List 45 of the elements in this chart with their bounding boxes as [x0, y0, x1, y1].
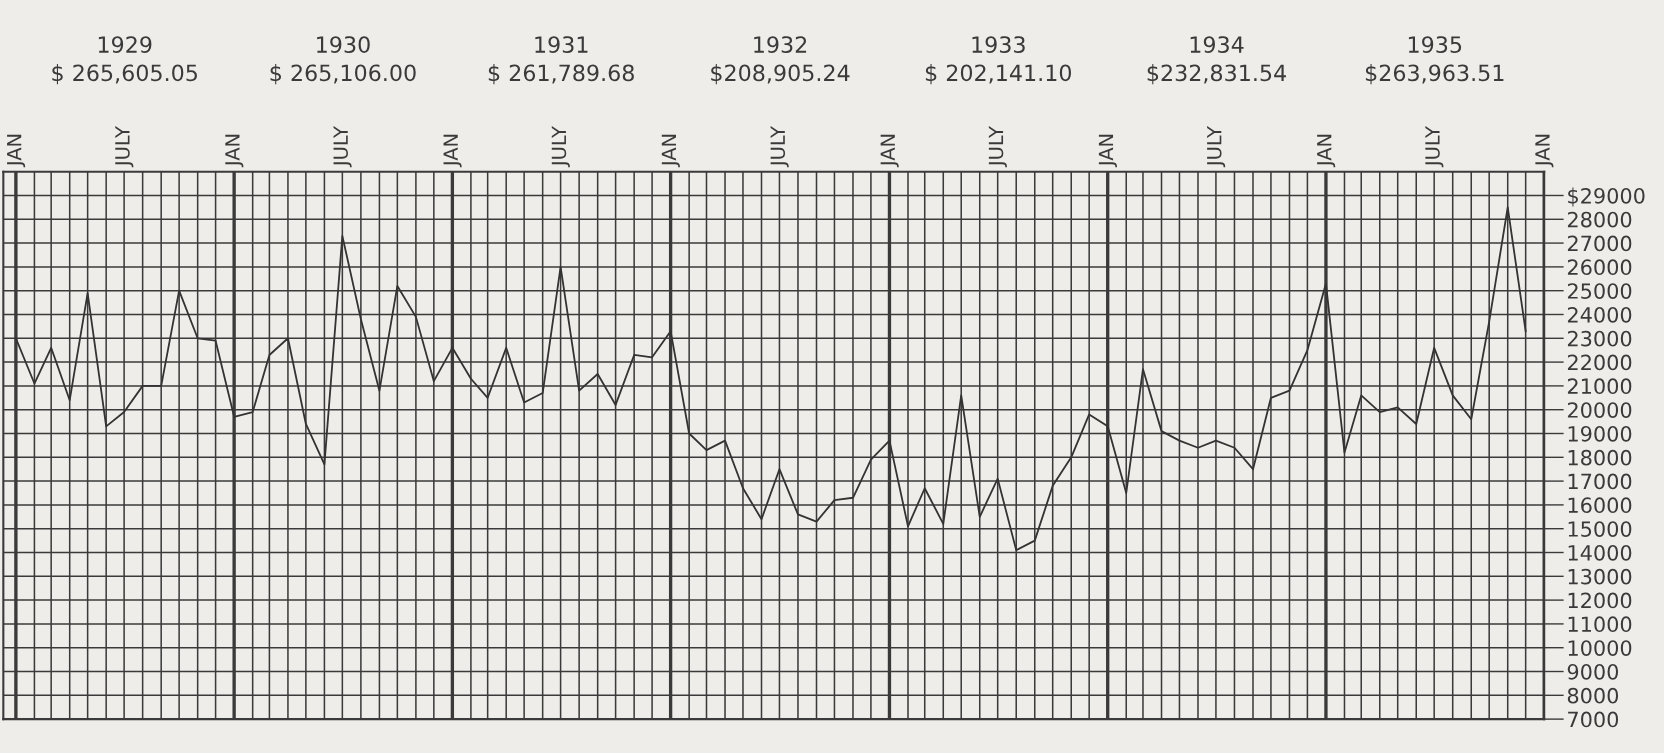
- x2-tick-label: 1933 $ 202,141.10: [925, 36, 1072, 85]
- y-tick-label: 15000: [1568, 521, 1632, 537]
- y-tick-label: 8000: [1567, 687, 1619, 704]
- y-tick-label: 26000: [1567, 259, 1632, 276]
- y-tick-label: 16000: [1568, 497, 1632, 514]
- y-tick-label: 25000: [1567, 283, 1632, 299]
- x-tick-label: JULY: [770, 125, 789, 168]
- x-tick-label: JAN: [1317, 134, 1336, 168]
- x-tick-label: JULY: [551, 125, 570, 168]
- y-tick-label: 14000: [1568, 544, 1632, 561]
- y-tick-label: 23000: [1567, 330, 1632, 347]
- x2-tick-label: 1929 $ 265,605.05: [52, 36, 197, 85]
- x-tick-label: JAN: [661, 134, 680, 168]
- x-tick-label: JULY: [1425, 125, 1444, 168]
- y-tick-label: 13000: [1568, 568, 1632, 585]
- x-tick-label: JAN: [1098, 134, 1117, 168]
- x-tick-label: JAN: [1535, 134, 1554, 168]
- y-tick-label: 21000: [1567, 378, 1632, 395]
- y-tick-label: 19000: [1568, 425, 1632, 442]
- x-tick-label: JULY: [333, 125, 352, 168]
- x-tick-label: JULY: [115, 125, 134, 168]
- x2-tick-label: 1934 $232,831.54: [1147, 36, 1286, 85]
- x-tick-label: JAN: [7, 134, 26, 168]
- x-tick-label: JAN: [443, 134, 462, 168]
- y-tick-label: 12000: [1568, 592, 1632, 609]
- y-tick-label: 17000: [1568, 473, 1632, 490]
- y-tick-label: 10000: [1568, 640, 1632, 656]
- y-tick-label: 22000: [1567, 354, 1632, 371]
- y-tick-label: 24000: [1567, 306, 1632, 323]
- y-tick-label: 27000: [1567, 235, 1632, 252]
- y-tick-label: 7000: [1568, 711, 1619, 728]
- y-tick-label: 11000: [1568, 616, 1632, 633]
- y-tick-label: 9000: [1567, 663, 1619, 680]
- x-tick-label: JAN: [880, 134, 899, 168]
- x-tick-label: JULY: [988, 125, 1007, 168]
- x2-tick-label: 1935 $263,963.51: [1365, 36, 1504, 85]
- x2-tick-label: 1930 $ 265,106.00: [270, 36, 416, 85]
- x-tick-label: JULY: [1207, 125, 1226, 168]
- y-tick-label: 28000: [1567, 211, 1632, 228]
- y-tick-label: $29000: [1568, 187, 1645, 207]
- y-tick-label: 20000: [1567, 402, 1632, 418]
- x2-tick-label: 1932 $208,905.24: [711, 36, 850, 85]
- x2-tick-label: 1931 $ 261,789.68: [488, 36, 634, 85]
- x-tick-label: JAN: [225, 134, 244, 168]
- y-tick-label: 18000: [1568, 449, 1632, 466]
